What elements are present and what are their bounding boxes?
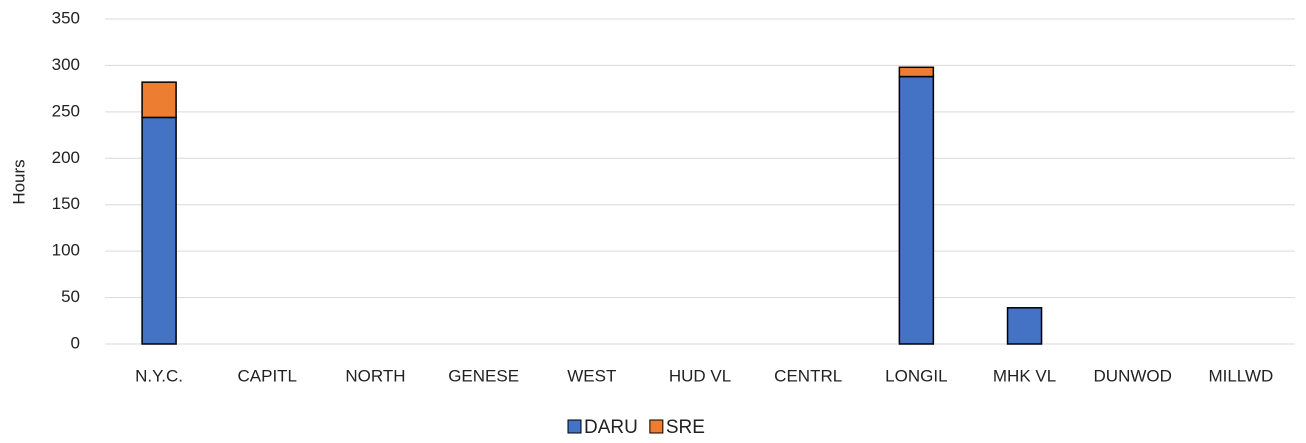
- x-tick-label: GENESE: [448, 366, 519, 385]
- bar-segment: [141, 116, 177, 345]
- x-tick-label: HUD VL: [669, 366, 731, 385]
- y-tick-label: 200: [52, 148, 80, 167]
- y-tick-label: 150: [52, 194, 80, 213]
- bar-segment: [1006, 307, 1043, 345]
- x-tick-label: MILLWD: [1208, 366, 1273, 385]
- x-tick-label: CAPITL: [238, 366, 298, 385]
- y-tick-label: 300: [52, 55, 80, 74]
- x-tick-label: DUNWOD: [1094, 366, 1172, 385]
- legend-label: DARU: [584, 417, 638, 438]
- bar-segment: [141, 81, 177, 119]
- bar-segment: [898, 75, 935, 345]
- x-tick-label: MHK VL: [993, 366, 1056, 385]
- x-tick-label: N.Y.C.: [135, 366, 183, 385]
- x-tick-label: CENTRL: [774, 366, 842, 385]
- legend-swatch: [567, 419, 582, 434]
- y-axis-label: Hours: [9, 159, 28, 204]
- legend-swatch: [649, 419, 664, 434]
- y-tick-label: 350: [52, 8, 80, 27]
- y-tick-label: 0: [71, 333, 80, 352]
- x-tick-label: LONGIL: [885, 366, 947, 385]
- bar-segment: [898, 66, 935, 78]
- y-tick-label: 100: [52, 241, 80, 260]
- legend-label: SRE: [666, 417, 705, 438]
- y-tick-label: 250: [52, 101, 80, 120]
- x-tick-label: WEST: [567, 366, 616, 385]
- y-tick-label: 50: [61, 287, 80, 306]
- x-tick-label: NORTH: [345, 366, 405, 385]
